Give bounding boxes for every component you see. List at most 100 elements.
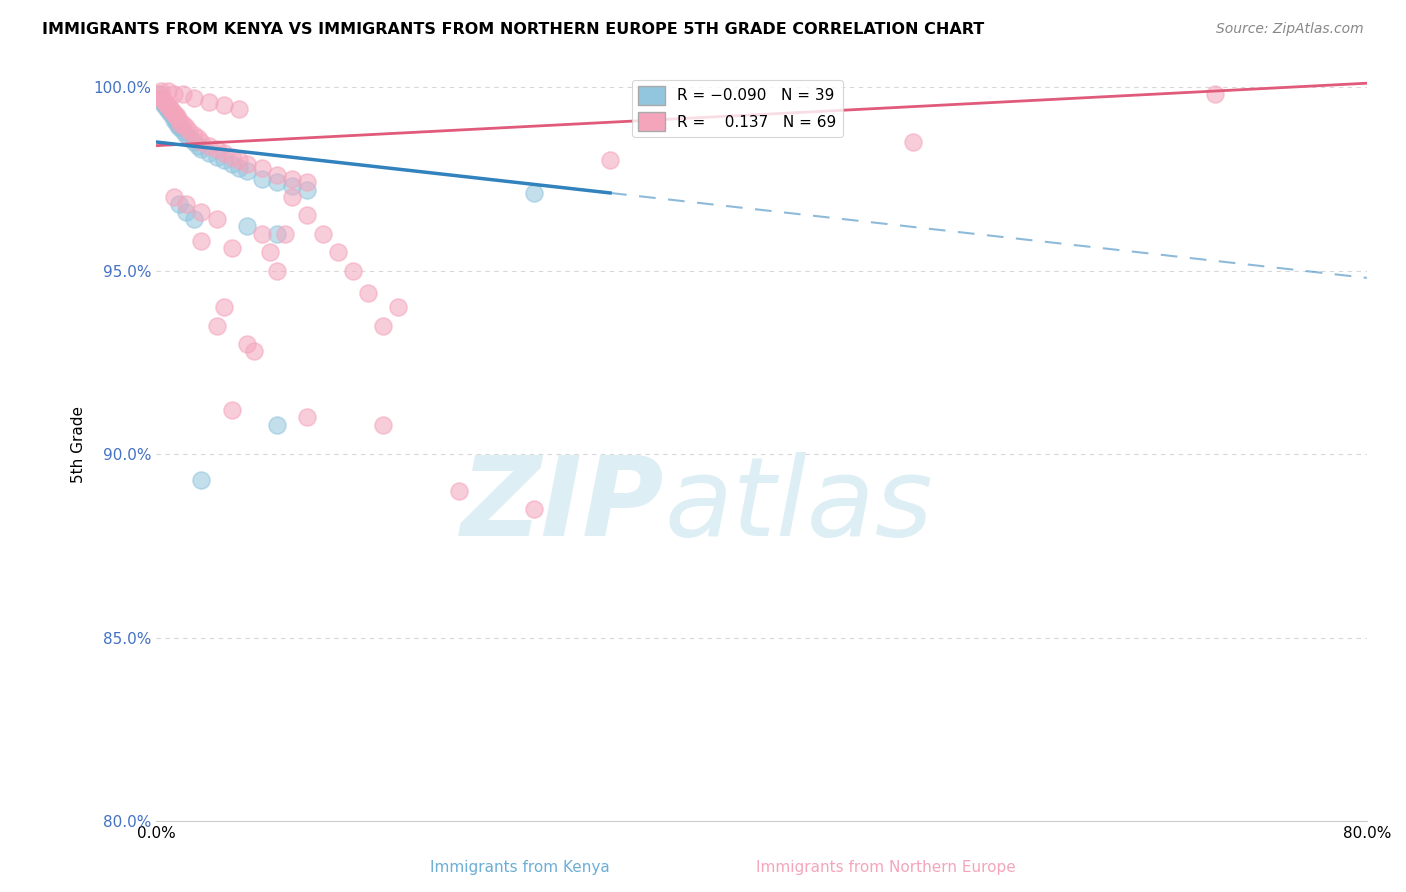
- Point: [156, 102, 179, 116]
- Point: [172, 124, 194, 138]
- Point: [160, 105, 183, 120]
- Point: [150, 95, 173, 109]
- Point: [187, 131, 209, 145]
- Point: [157, 84, 180, 98]
- Point: [163, 105, 186, 120]
- Point: [153, 95, 176, 109]
- Point: [160, 102, 183, 116]
- Point: [190, 473, 212, 487]
- Point: [297, 175, 319, 189]
- Text: atlas: atlas: [665, 451, 934, 558]
- Point: [523, 186, 546, 201]
- Point: [166, 109, 188, 123]
- Point: [149, 91, 172, 105]
- Point: [901, 135, 924, 149]
- Point: [169, 117, 191, 131]
- Point: [162, 105, 184, 120]
- Point: [157, 98, 180, 112]
- Point: [163, 190, 186, 204]
- Point: [236, 164, 259, 178]
- Point: [357, 285, 380, 300]
- Point: [148, 87, 170, 102]
- Point: [190, 204, 212, 219]
- Point: [159, 102, 181, 116]
- Point: [198, 146, 221, 161]
- Point: [187, 138, 209, 153]
- Point: [212, 153, 235, 168]
- Point: [599, 153, 621, 168]
- Point: [163, 87, 186, 102]
- Point: [169, 120, 191, 135]
- Point: [167, 112, 190, 127]
- Point: [149, 84, 172, 98]
- Point: [148, 87, 170, 102]
- Point: [167, 120, 190, 135]
- Point: [179, 124, 201, 138]
- Point: [221, 242, 243, 256]
- Point: [152, 95, 174, 109]
- Point: [183, 212, 205, 227]
- Point: [212, 98, 235, 112]
- Text: IMMIGRANTS FROM KENYA VS IMMIGRANTS FROM NORTHERN EUROPE 5TH GRADE CORRELATION C: IMMIGRANTS FROM KENYA VS IMMIGRANTS FROM…: [42, 22, 984, 37]
- Point: [523, 502, 546, 516]
- Point: [149, 91, 172, 105]
- Point: [205, 318, 228, 333]
- Point: [281, 179, 304, 194]
- Point: [198, 95, 221, 109]
- Point: [387, 300, 409, 314]
- Point: [205, 150, 228, 164]
- Point: [190, 234, 212, 248]
- Point: [297, 209, 319, 223]
- Point: [1204, 87, 1226, 102]
- Text: Immigrants from Northern Europe: Immigrants from Northern Europe: [756, 861, 1015, 875]
- Point: [342, 263, 364, 277]
- Point: [221, 157, 243, 171]
- Point: [266, 175, 288, 189]
- Point: [250, 227, 273, 241]
- Legend: R = −0.090   N = 39, R =    0.137   N = 69: R = −0.090 N = 39, R = 0.137 N = 69: [631, 80, 842, 137]
- Point: [176, 120, 198, 135]
- Point: [167, 197, 190, 211]
- Point: [176, 128, 198, 142]
- Point: [157, 102, 180, 116]
- Point: [266, 227, 288, 241]
- Point: [165, 109, 187, 123]
- Point: [371, 318, 394, 333]
- Point: [228, 161, 250, 175]
- Text: Immigrants from Kenya: Immigrants from Kenya: [430, 861, 610, 875]
- Point: [221, 403, 243, 417]
- Point: [266, 417, 288, 432]
- Point: [243, 344, 266, 359]
- Point: [172, 117, 194, 131]
- Point: [273, 227, 295, 241]
- Point: [212, 300, 235, 314]
- Y-axis label: 5th Grade: 5th Grade: [72, 407, 86, 483]
- Point: [183, 128, 205, 142]
- Point: [447, 483, 470, 498]
- Point: [198, 138, 221, 153]
- Point: [297, 183, 319, 197]
- Point: [297, 410, 319, 425]
- Point: [250, 161, 273, 175]
- Point: [152, 98, 174, 112]
- Point: [236, 219, 259, 234]
- Point: [183, 91, 205, 105]
- Point: [266, 168, 288, 182]
- Point: [159, 105, 181, 120]
- Point: [176, 197, 198, 211]
- Point: [156, 98, 179, 112]
- Point: [179, 131, 201, 145]
- Point: [166, 117, 188, 131]
- Point: [172, 87, 194, 102]
- Point: [228, 153, 250, 168]
- Point: [250, 171, 273, 186]
- Point: [153, 98, 176, 112]
- Point: [212, 146, 235, 161]
- Point: [190, 135, 212, 149]
- Point: [190, 142, 212, 156]
- Point: [281, 171, 304, 186]
- Point: [236, 157, 259, 171]
- Point: [176, 204, 198, 219]
- Point: [221, 150, 243, 164]
- Point: [163, 112, 186, 127]
